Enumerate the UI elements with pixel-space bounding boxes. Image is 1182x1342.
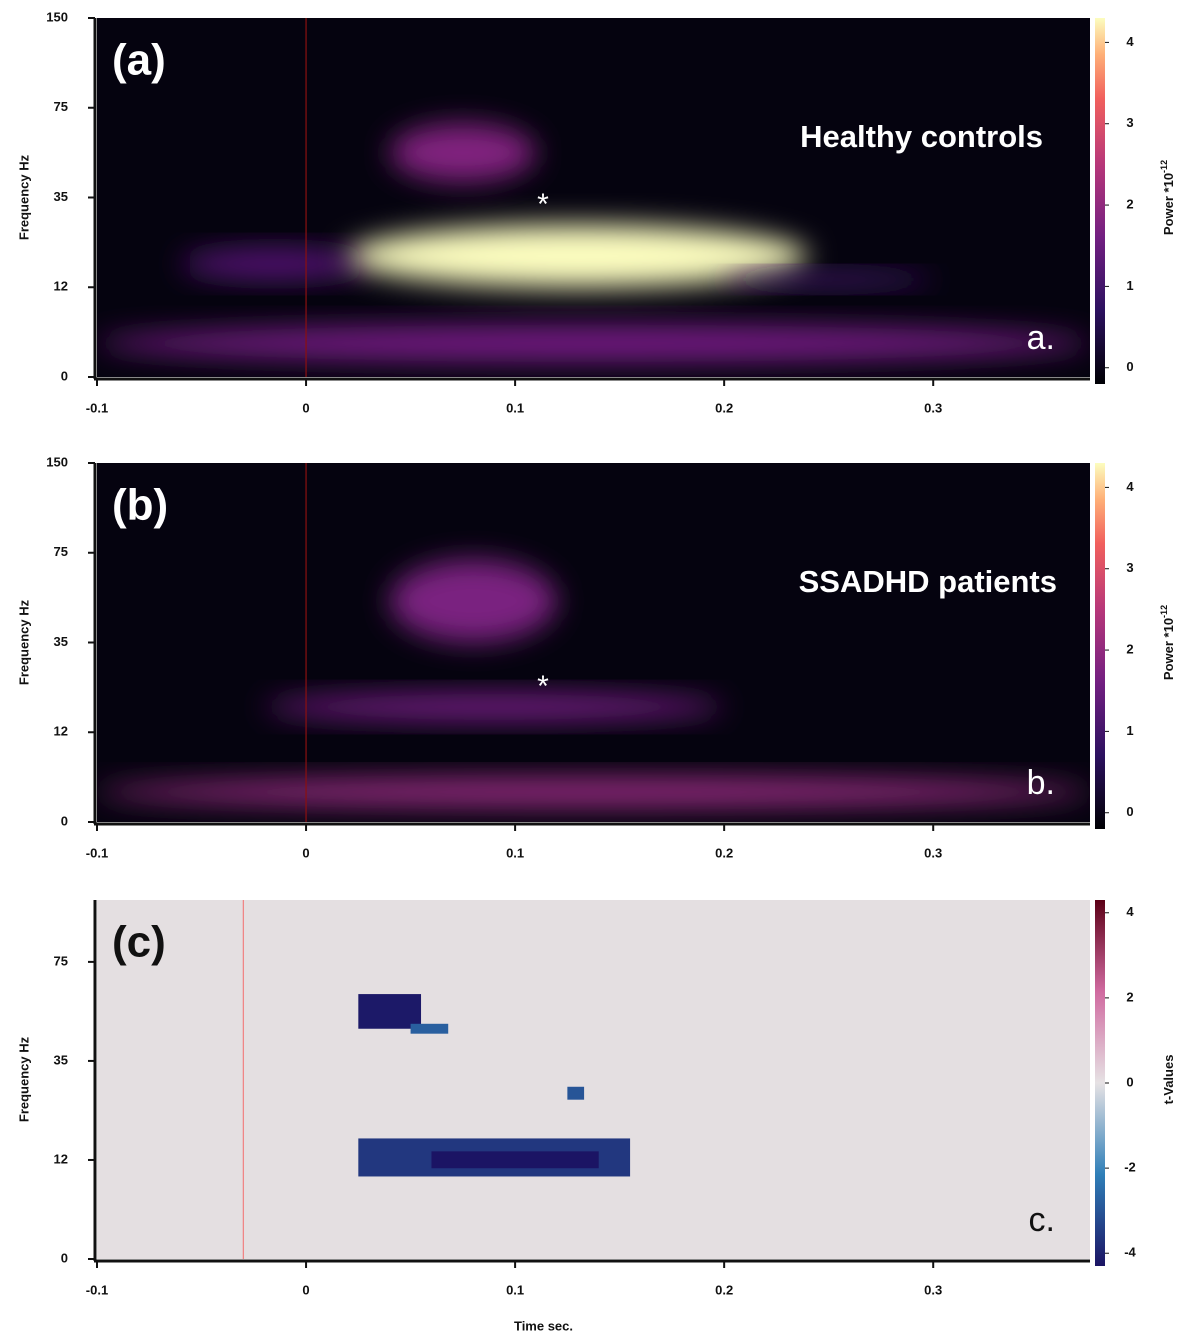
group-label: Healthy controls (800, 119, 1043, 154)
colorbar-tick-label: -2 (1124, 1160, 1136, 1175)
significance-marker: * (537, 188, 549, 221)
x-tick-label: 0.1 (506, 400, 524, 415)
x-tick-label: 0.3 (924, 845, 942, 860)
panel-label: (a) (112, 36, 166, 85)
colorbar-label-text: Power *10 (1161, 173, 1176, 235)
x-tick-label: 0 (302, 400, 309, 415)
panel-label: (c) (112, 918, 166, 967)
heat-region (410, 1023, 449, 1034)
y-tick-label: 0 (61, 368, 68, 383)
y-tick-label: 12 (54, 279, 68, 294)
corner-label: c. (1029, 1201, 1055, 1239)
y-tick-label: 35 (54, 634, 68, 649)
colorbar-label: t-Values (1161, 1055, 1176, 1105)
x-tick-label: 0 (302, 1282, 309, 1297)
heatmap (97, 463, 1090, 822)
x-tick-label: 0.2 (715, 1282, 733, 1297)
colorbar-tick-label: 2 (1126, 989, 1133, 1004)
x-tick-label: -0.1 (86, 845, 108, 860)
colorbar-label-text: t-Values (1161, 1055, 1176, 1105)
x-axis-label: Time sec. (514, 1318, 573, 1333)
colorbar-tick-label: 4 (1126, 479, 1134, 494)
heatmap (242, 900, 631, 1259)
y-axis-label: Frequency Hz (16, 599, 31, 685)
y-tick-label: 0 (61, 1250, 68, 1265)
x-tick-label: 0.2 (715, 845, 733, 860)
colorbar (1095, 463, 1105, 829)
colorbar-tick-label: 0 (1126, 359, 1133, 374)
heat-region (97, 777, 1090, 808)
colorbar-tick-label: 0 (1126, 804, 1133, 819)
x-tick-label: -0.1 (86, 1282, 108, 1297)
heat-region (389, 123, 537, 182)
x-tick-label: 0.2 (715, 400, 733, 415)
colorbar-label-text: Power *10 (1161, 618, 1176, 680)
heat-region (431, 1151, 599, 1169)
heat-region (567, 1086, 585, 1100)
plot-background (97, 900, 1090, 1259)
x-tick-label: 0.1 (506, 845, 524, 860)
panel: -0.1 0 0.1 0.2 0.3 0 12 35 75 Frequency Hz Time se… (16, 900, 1176, 1333)
y-tick-label: 150 (46, 454, 68, 469)
y-tick-label: 35 (54, 1052, 68, 1067)
heat-region (358, 994, 422, 1029)
y-tick-label: 12 (54, 1151, 68, 1166)
x-tick-label: 0.3 (924, 400, 942, 415)
colorbar-label: Power *10-12 (1159, 605, 1176, 680)
heat-region (97, 324, 1090, 363)
colorbar-tick-label: 3 (1126, 560, 1133, 575)
y-tick-label: 12 (54, 724, 68, 739)
colorbar-tick-label: 4 (1126, 34, 1134, 49)
colorbar-tick-label: 0 (1126, 1074, 1133, 1089)
heat-region (724, 271, 934, 288)
y-tick-label: 0 (61, 813, 68, 828)
panel-label: (b) (112, 481, 168, 530)
heat-region (389, 559, 557, 643)
heat-region (180, 248, 369, 280)
y-tick-label: 75 (54, 544, 68, 559)
x-tick-label: 0.1 (506, 1282, 524, 1297)
group-label: SSADHD patients (799, 564, 1057, 599)
plot-background (97, 463, 1090, 822)
colorbar-label-sup: -12 (1159, 160, 1169, 173)
colorbar-tick-label: 2 (1126, 197, 1133, 212)
colorbar-tick-label: 1 (1126, 723, 1133, 738)
colorbar-tick-label: 4 (1126, 904, 1134, 919)
corner-label: b. (1027, 764, 1055, 802)
y-tick-label: 150 (46, 9, 68, 24)
colorbar-label-sup: -12 (1159, 605, 1169, 618)
plot-background (97, 18, 1090, 377)
y-axis-label: Frequency Hz (16, 154, 31, 240)
colorbar-tick-label: 3 (1126, 115, 1133, 130)
heatmap (97, 18, 1090, 377)
colorbar-label: Power *10-12 (1159, 160, 1176, 235)
heat-region (264, 693, 725, 721)
y-tick-label: 75 (54, 99, 68, 114)
y-tick-label: 75 (54, 953, 68, 968)
y-axis-label: Frequency Hz (16, 1036, 31, 1122)
x-tick-label: 0.3 (924, 1282, 942, 1297)
x-tick-label: -0.1 (86, 400, 108, 415)
heat-region (347, 224, 808, 288)
significance-marker: * (537, 670, 549, 703)
x-tick-label: 0 (302, 845, 309, 860)
corner-label: a. (1027, 319, 1055, 357)
colorbar (1095, 900, 1105, 1266)
colorbar-tick-label: 1 (1126, 278, 1133, 293)
colorbar-tick-label: -4 (1124, 1245, 1136, 1260)
y-tick-label: 35 (54, 189, 68, 204)
colorbar-tick-label: 2 (1126, 642, 1133, 657)
colorbar (1095, 18, 1105, 384)
